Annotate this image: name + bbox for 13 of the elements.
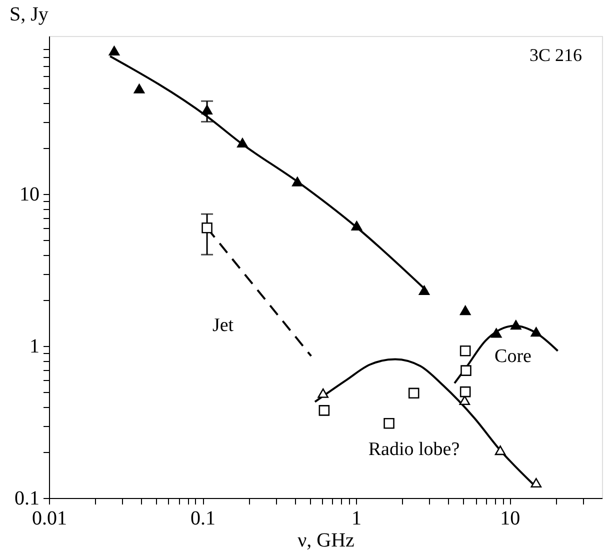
x-tick-label: 10 [500, 508, 520, 530]
annotation: 3C 216 [529, 45, 582, 65]
y-tick-label: 0.1 [14, 488, 40, 510]
annotation: Radio lobe? [368, 439, 460, 460]
x-axis-title: ν, GHz [298, 530, 355, 552]
y-tick-label: 10 [20, 184, 40, 206]
annotation: Core [494, 346, 532, 367]
annotation: Jet [212, 315, 234, 336]
y-tick-label: 1 [30, 336, 40, 358]
y-axis-title: S, Jy [10, 4, 48, 26]
x-tick-label: 1 [352, 508, 362, 530]
x-tick-label: 0.01 [32, 508, 67, 530]
x-tick-label: 0.1 [190, 508, 216, 530]
